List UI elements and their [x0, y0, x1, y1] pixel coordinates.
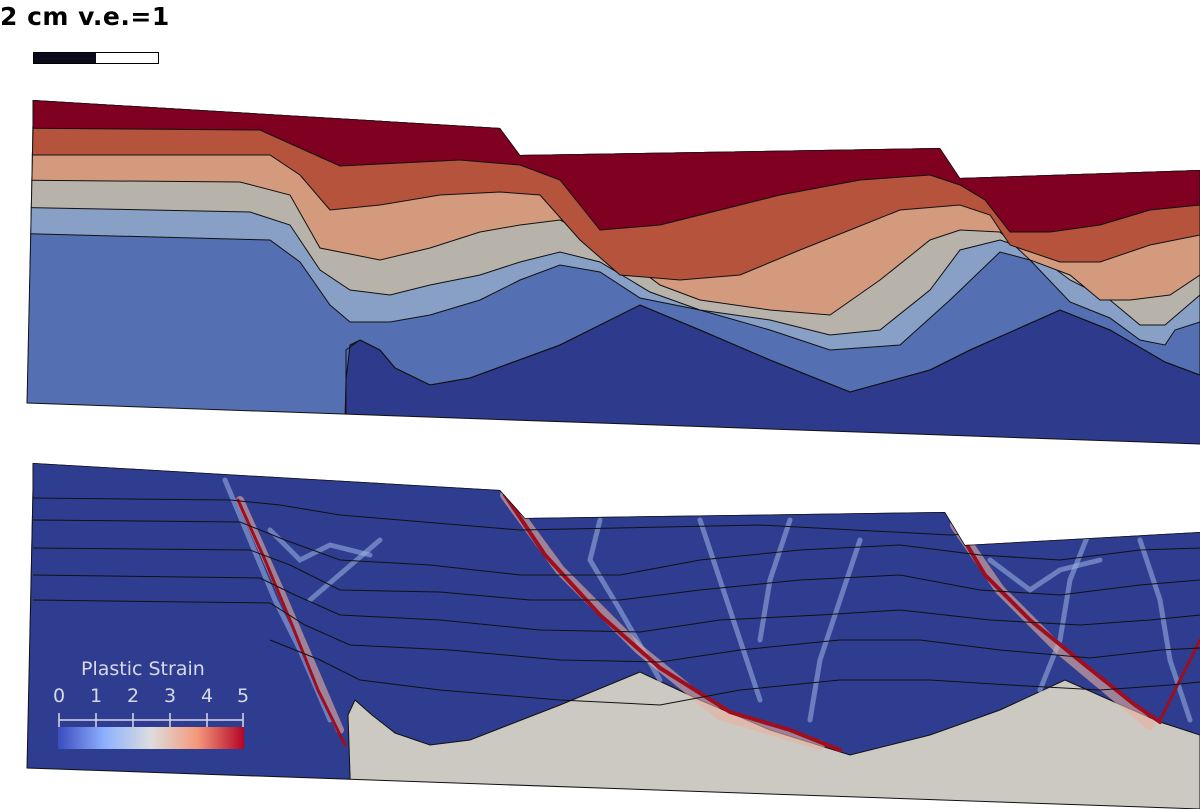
colorbar-title: Plastic Strain: [81, 658, 205, 680]
model-top-surface: [32, 100, 1200, 179]
horizon-line: [269, 639, 1200, 706]
fault-far-right: [1158, 638, 1200, 722]
fault-middle: [503, 493, 842, 752]
bottom-panel-outline: [26, 463, 1200, 809]
fault-zone-right: [950, 520, 1155, 730]
colorbar-tick-label: 3: [163, 685, 177, 707]
colorbar-tick-label: 4: [200, 685, 214, 707]
strain-band: [987, 557, 1103, 594]
strain-band: [807, 537, 863, 723]
scale-bar-dark-segment: [34, 53, 96, 63]
horizon-line: [32, 574, 1200, 633]
fault-zone-left: [236, 496, 344, 734]
horizon-line: [32, 599, 1200, 663]
colorbar: [58, 713, 244, 749]
top-panel-outline: [26, 100, 1200, 445]
fault-right: [953, 523, 1162, 724]
colorbar-tick-label: 0: [52, 685, 66, 707]
scale-title: 2 cm v.e.=1: [0, 2, 170, 31]
scale-bar-light-segment: [96, 53, 158, 63]
colorbar-gradient: [58, 727, 244, 749]
strain-band: [307, 537, 383, 603]
colorbar-tick-label: 2: [126, 685, 140, 707]
strain-band: [697, 517, 763, 703]
strain-band: [267, 527, 373, 564]
horizon-line: [32, 519, 1200, 576]
fault-left: [236, 498, 347, 747]
horizon-line: [32, 547, 1200, 601]
strain-band: [757, 517, 793, 643]
colorbar-tick-label: 5: [236, 685, 250, 707]
colorbar-tick-label: 1: [89, 685, 103, 707]
scale-bar: [33, 52, 159, 64]
strain-band: [1037, 527, 1093, 693]
plastic-strain-panel: [27, 463, 1200, 809]
stratigraphy-panel: [27, 100, 1200, 444]
strain-band: [1137, 537, 1193, 723]
basement-uplift-outline: [345, 304, 1200, 415]
